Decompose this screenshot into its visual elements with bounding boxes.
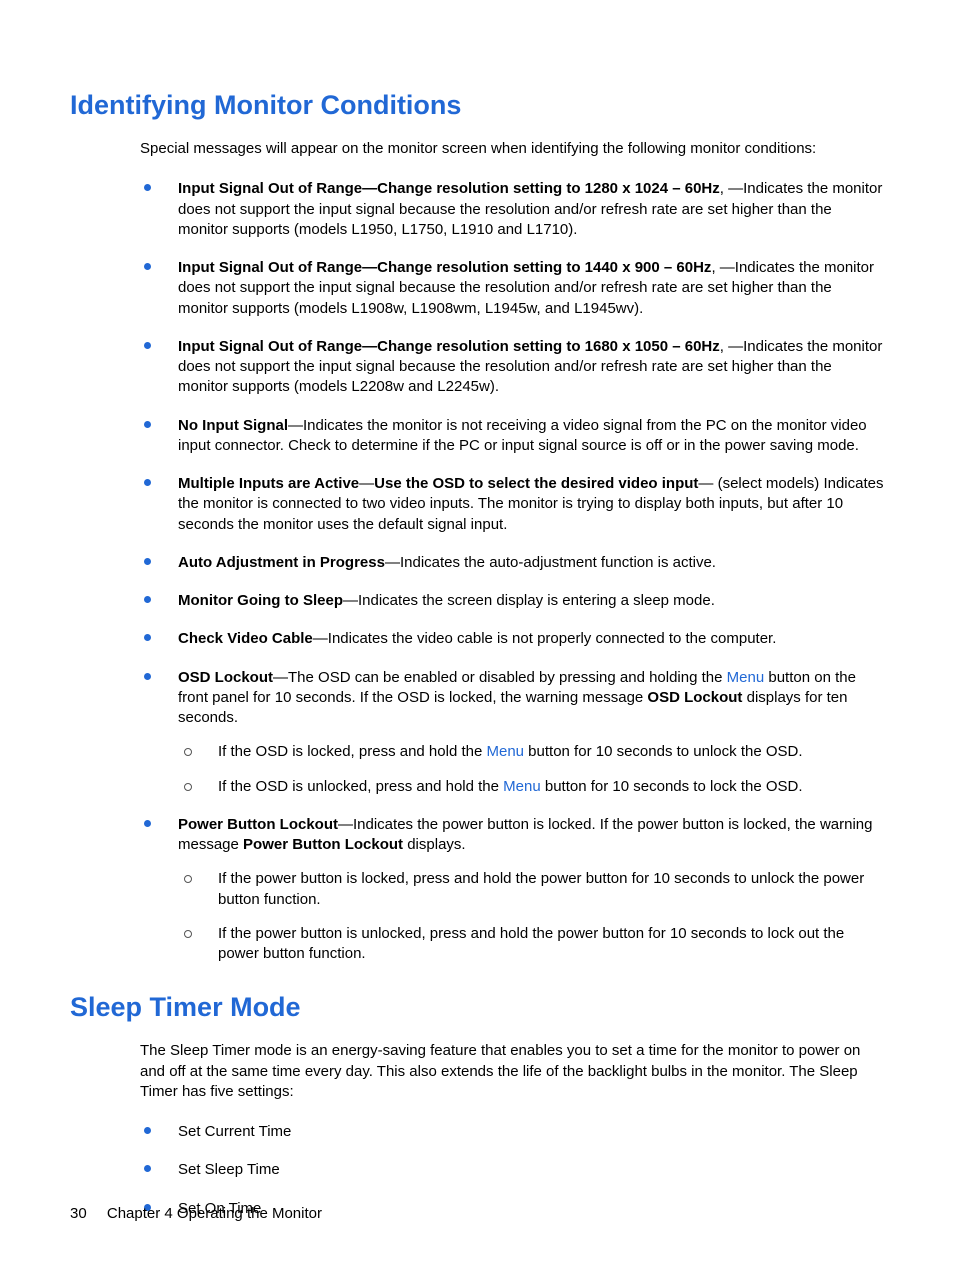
list-item: OSD Lockout—The OSD can be enabled or di… xyxy=(140,668,884,797)
section-heading-2: Sleep Timer Mode xyxy=(70,992,884,1023)
sublist-item: If the OSD is locked, press and hold the… xyxy=(178,742,884,762)
page-footer: 30 Chapter 4 Operating the Monitor xyxy=(70,1205,322,1222)
chapter-label: Chapter 4 Operating the Monitor xyxy=(107,1205,322,1222)
list-item: Input Signal Out of Range—Change resolut… xyxy=(140,258,884,319)
list-item: Power Button Lockout—Indicates the power… xyxy=(140,815,884,965)
list-item: Multiple Inputs are Active—Use the OSD t… xyxy=(140,474,884,535)
list-item: No Input Signal—Indicates the monitor is… xyxy=(140,416,884,457)
sublist: If the OSD is locked, press and hold the… xyxy=(178,742,884,797)
list-item: Input Signal Out of Range—Change resolut… xyxy=(140,337,884,398)
list-item: Check Video Cable—Indicates the video ca… xyxy=(140,629,884,649)
list-item: Set Sleep Time xyxy=(140,1160,884,1180)
sublist: If the power button is locked, press and… xyxy=(178,869,884,964)
list-item: Set Current Time xyxy=(140,1122,884,1142)
menu-link[interactable]: Menu xyxy=(486,743,524,760)
section1-intro: Special messages will appear on the moni… xyxy=(140,139,884,159)
menu-link[interactable]: Menu xyxy=(503,778,541,795)
section2-intro: The Sleep Timer mode is an energy-saving… xyxy=(140,1041,884,1102)
sublist-item: If the power button is unlocked, press a… xyxy=(178,924,884,965)
page-number: 30 xyxy=(70,1205,87,1222)
sublist-item: If the power button is locked, press and… xyxy=(178,869,884,910)
list-item: Input Signal Out of Range—Change resolut… xyxy=(140,179,884,240)
sublist-item: If the OSD is unlocked, press and hold t… xyxy=(178,777,884,797)
menu-link[interactable]: Menu xyxy=(727,669,765,686)
section1-list: Input Signal Out of Range—Change resolut… xyxy=(140,179,884,964)
section-heading-1: Identifying Monitor Conditions xyxy=(70,90,884,121)
list-item: Monitor Going to Sleep—Indicates the scr… xyxy=(140,591,884,611)
list-item: Auto Adjustment in Progress—Indicates th… xyxy=(140,553,884,573)
